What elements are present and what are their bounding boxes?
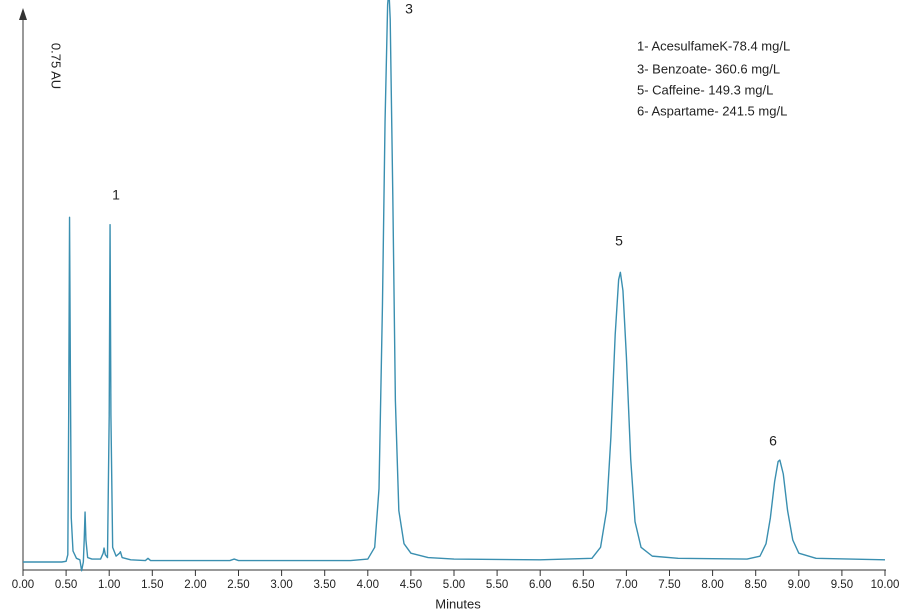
x-tick-label: 0.00 [12, 579, 34, 591]
legend-note: 3- Benzoate- 360.6 mg/L [637, 61, 780, 76]
x-tick-label: 10.00 [871, 579, 900, 591]
legend-note: 5- Caffeine- 149.3 mg/L [637, 82, 773, 97]
x-tick-label: 8.50 [745, 579, 767, 591]
x-tick-label: 1.50 [141, 579, 163, 591]
x-tick-label: 5.00 [443, 579, 465, 591]
legend-note: 1- AcesulfameK-78.4 mg/L [637, 38, 790, 53]
peak-label: 1 [112, 187, 120, 203]
x-tick-label: 8.00 [701, 579, 723, 591]
x-tick-label: 5.50 [486, 579, 508, 591]
x-tick-label: 4.50 [400, 579, 422, 591]
y-axis-arrow [19, 8, 27, 20]
trace [23, 0, 886, 572]
x-tick-label: 6.00 [529, 579, 551, 591]
x-tick-label: 6.50 [572, 579, 594, 591]
x-tick-label: 7.50 [658, 579, 680, 591]
peak-label: 5 [615, 233, 623, 249]
x-tick-label: 4.00 [357, 579, 379, 591]
x-tick-label: 0.50 [55, 579, 77, 591]
peak-label: 3 [405, 1, 413, 17]
x-axis-label: Minutes [435, 596, 481, 611]
y-axis-label: 0.75 AU [49, 43, 64, 89]
legend-note: 6- Aspartame- 241.5 mg/L [637, 103, 787, 118]
x-tick-label: 3.00 [270, 579, 292, 591]
x-tick-label: 2.00 [184, 579, 206, 591]
x-tick-label: 3.50 [314, 579, 336, 591]
x-tick-label: 9.00 [788, 579, 810, 591]
x-tick-label: 7.00 [615, 579, 637, 591]
peak-label: 6 [769, 433, 777, 449]
x-tick-label: 1.00 [98, 579, 120, 591]
x-tick-label: 2.50 [227, 579, 249, 591]
x-tick-label: 9.50 [831, 579, 853, 591]
